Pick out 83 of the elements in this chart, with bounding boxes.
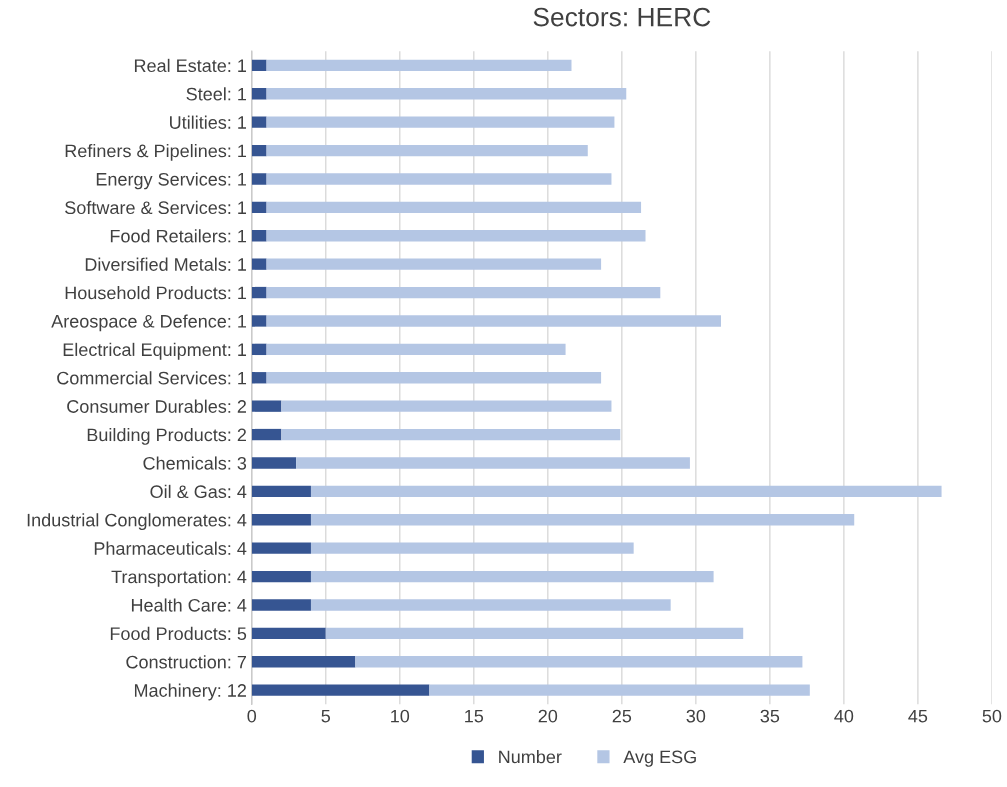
y-tick-label: Chemicals: 3 [143,456,247,470]
bar [251,570,311,583]
bar [296,457,690,469]
y-tick-label: Pharmaceuticals: 4 [94,541,247,555]
y-tick-label: Real Estate: 1 [134,58,247,73]
y-tick-label: Areospace & Defence: 1 [51,314,247,332]
y-tick-label: Energy Services: 1 [96,172,247,190]
bar [251,116,267,128]
bar [310,599,671,611]
x-tick-label: 35 [760,709,780,723]
bar [429,684,810,696]
bar [251,144,267,157]
bar [266,315,721,327]
bar [251,457,297,469]
x-tick-label: 10 [391,709,410,723]
bar [310,570,714,583]
bar [251,315,267,327]
bar [251,428,282,441]
y-tick-label: Commercial Services: 1 [57,371,247,385]
bar [281,428,621,441]
y-tick-label: Electrical Equipment: 1 [63,342,247,360]
x-tick-label: 0 [247,709,257,723]
bar [251,372,267,384]
y-tick-label: Consumer Durables: 2 [67,399,246,413]
bar [266,201,642,214]
bar [266,372,602,384]
bar [310,514,855,526]
bar [251,485,311,498]
x-tick-label: 20 [538,709,558,723]
legend-label: Avg ESG [623,750,696,767]
bar [266,230,646,242]
bar [266,258,602,270]
bar [266,88,627,100]
bar [251,599,311,611]
bar [281,400,612,412]
y-tick-label: Industrial Conglomerates: 4 [27,513,247,531]
bar [251,343,267,356]
bar [251,173,267,185]
y-tick-label: Refiners & Pipelines: 1 [65,144,247,161]
x-tick-label: 30 [686,709,706,723]
bar [251,627,326,640]
bar [310,485,942,498]
bar [251,656,356,668]
bar [355,656,803,668]
bar [310,542,634,554]
y-tick-label: Transportation: 4 [111,570,247,587]
bar [251,286,267,299]
bar [251,201,267,214]
y-tick-label: Software & Services: 1 [65,200,247,215]
y-tick-label: Building Products: 2 [87,428,246,445]
bar [251,59,267,72]
x-tick-label: 25 [612,709,632,723]
y-tick-label: Construction: 7 [126,655,246,669]
bar [251,684,430,696]
bar [251,258,267,270]
bar [266,116,615,128]
y-tick-label: Food Products: 5 [110,626,247,641]
x-tick-label: 5 [321,709,331,723]
bar [266,343,566,356]
x-tick-label: 50 [982,709,1002,723]
bar [266,286,661,299]
legend-label: Number [499,750,562,764]
bar [325,627,744,640]
bar [251,88,267,100]
bar [251,400,282,412]
y-tick-label: Machinery: 12 [134,683,246,701]
bar [266,59,572,72]
y-tick-label: Oil & Gas: 4 [150,484,247,499]
bar [266,173,612,185]
y-tick-label: Health Care: 4 [131,598,247,612]
bar [251,514,311,526]
chart-title: Sectors: HERC [533,7,711,27]
y-tick-label: Household Products: 1 [65,286,247,300]
bar [251,230,267,242]
x-tick-label: 45 [908,709,928,723]
bar [251,542,311,554]
y-tick-label: Diversified Metals: 1 [85,257,247,271]
y-tick-label: Utilities: 1 [170,115,247,129]
bar [266,144,588,157]
y-tick-label: Food Retailers: 1 [110,229,247,243]
x-tick-label: 40 [834,709,854,723]
x-tick-label: 15 [465,709,484,723]
y-tick-label: Steel: 1 [186,87,247,101]
